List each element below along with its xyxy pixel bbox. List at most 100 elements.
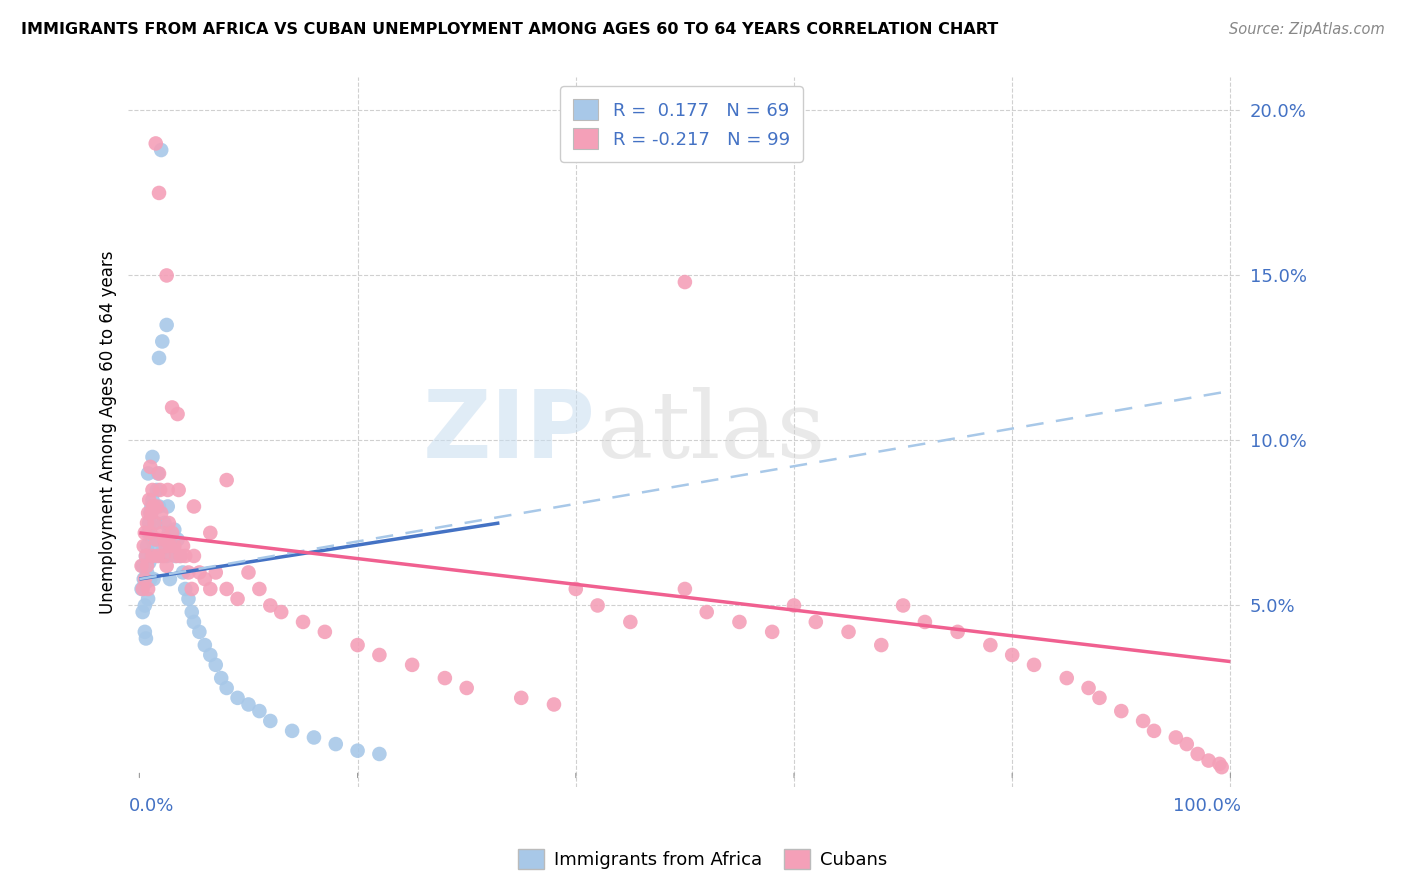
Point: [141, 549, 163, 563]
Point: [177, 566, 200, 580]
Point: [132, 572, 155, 586]
Legend: R =  0.177   N = 69, R = -0.217   N = 99: R = 0.177 N = 69, R = -0.217 N = 99: [561, 87, 803, 161]
Point: [314, 624, 336, 639]
Point: [142, 500, 165, 514]
Point: [188, 566, 211, 580]
Point: [238, 566, 260, 580]
Point: [134, 599, 156, 613]
Point: [139, 572, 162, 586]
Point: [200, 582, 222, 596]
Point: [141, 506, 163, 520]
Point: [209, 671, 232, 685]
Point: [143, 539, 166, 553]
Point: [153, 516, 176, 530]
Point: [728, 615, 751, 629]
Point: [135, 575, 157, 590]
Point: [150, 525, 173, 540]
Point: [136, 525, 159, 540]
Point: [1198, 754, 1220, 768]
Point: [136, 506, 159, 520]
Point: [145, 136, 167, 151]
Point: [302, 731, 325, 745]
Point: [565, 582, 588, 596]
Point: [1211, 760, 1233, 774]
Point: [238, 698, 260, 712]
Point: [145, 533, 167, 547]
Point: [141, 549, 163, 563]
Point: [174, 549, 197, 563]
Point: [163, 523, 186, 537]
Point: [172, 566, 194, 580]
Point: [160, 525, 183, 540]
Point: [135, 549, 157, 563]
Point: [292, 615, 315, 629]
Point: [146, 467, 169, 481]
Point: [156, 500, 179, 514]
Point: [142, 572, 165, 586]
Point: [160, 539, 183, 553]
Point: [891, 599, 914, 613]
Point: [156, 268, 179, 283]
Point: [259, 714, 281, 728]
Point: [152, 549, 174, 563]
Point: [166, 407, 188, 421]
Point: [136, 591, 159, 606]
Point: [270, 605, 292, 619]
Point: [146, 500, 169, 514]
Point: [401, 657, 423, 672]
Point: [1077, 681, 1099, 695]
Point: [156, 549, 179, 563]
Text: atlas: atlas: [596, 387, 825, 477]
Point: [346, 744, 368, 758]
Point: [166, 533, 188, 547]
Point: [783, 599, 806, 613]
Point: [146, 483, 169, 497]
Point: [170, 549, 193, 563]
Text: 100.0%: 100.0%: [1173, 797, 1241, 815]
Point: [139, 506, 162, 520]
Point: [172, 539, 194, 553]
Point: [543, 698, 565, 712]
Point: [200, 648, 222, 662]
Point: [673, 275, 696, 289]
Point: [155, 539, 177, 553]
Point: [1132, 714, 1154, 728]
Point: [149, 549, 172, 563]
Point: [259, 599, 281, 613]
Point: [180, 605, 202, 619]
Point: [1111, 704, 1133, 718]
Point: [180, 582, 202, 596]
Point: [1164, 731, 1187, 745]
Point: [142, 533, 165, 547]
Point: [131, 558, 153, 573]
Point: [174, 582, 197, 596]
Point: [131, 582, 153, 596]
Point: [145, 516, 167, 530]
Point: [145, 549, 167, 563]
Point: [183, 549, 205, 563]
Point: [153, 533, 176, 547]
Point: [870, 638, 893, 652]
Point: [163, 539, 186, 553]
Point: [281, 723, 304, 738]
Point: [169, 549, 191, 563]
Point: [433, 671, 456, 685]
Point: [183, 500, 205, 514]
Point: [696, 605, 718, 619]
Point: [136, 582, 159, 596]
Point: [1056, 671, 1078, 685]
Point: [160, 401, 183, 415]
Point: [673, 582, 696, 596]
Text: IMMIGRANTS FROM AFRICA VS CUBAN UNEMPLOYMENT AMONG AGES 60 TO 64 YEARS CORRELATI: IMMIGRANTS FROM AFRICA VS CUBAN UNEMPLOY…: [21, 22, 998, 37]
Point: [194, 638, 217, 652]
Point: [138, 556, 160, 570]
Point: [136, 467, 159, 481]
Point: [150, 506, 173, 520]
Point: [157, 516, 180, 530]
Point: [136, 539, 159, 553]
Point: [134, 525, 156, 540]
Legend: Immigrants from Africa, Cubans: Immigrants from Africa, Cubans: [509, 839, 897, 879]
Point: [226, 591, 249, 606]
Point: [139, 459, 162, 474]
Point: [131, 558, 153, 573]
